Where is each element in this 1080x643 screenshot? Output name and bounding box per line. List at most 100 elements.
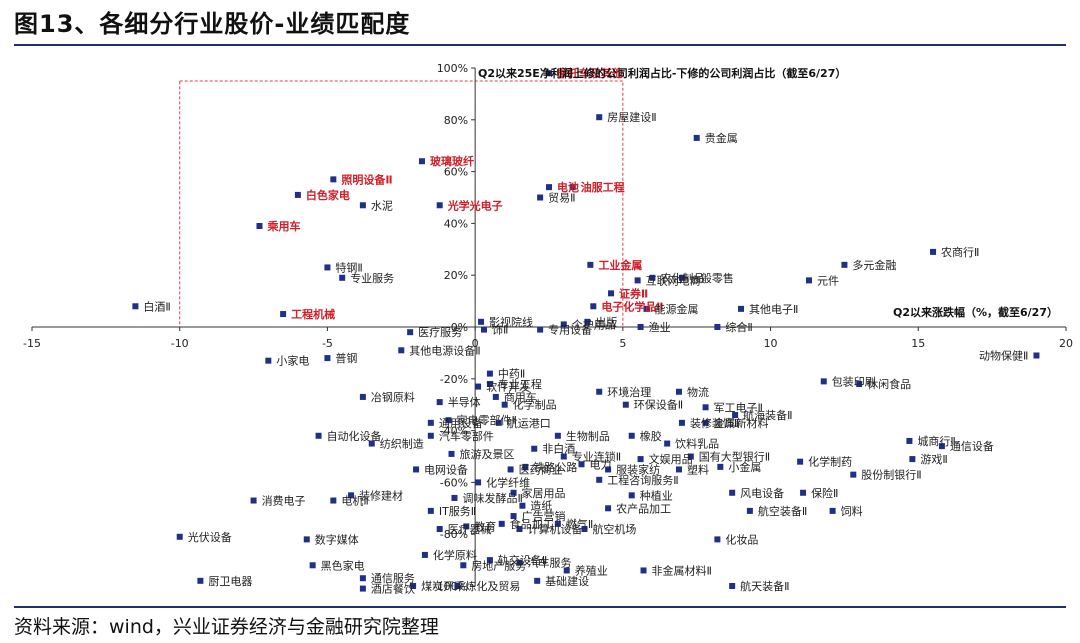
data-point (359, 585, 366, 592)
data-label: 专业工程 (498, 377, 542, 391)
data-label: 保险Ⅱ (811, 486, 838, 500)
data-label: 饮料乳品 (675, 437, 719, 451)
page-title: 图13、各细分行业股价-业绩匹配度 (14, 10, 411, 38)
data-point (478, 318, 485, 325)
data-label: 广告营销 (522, 509, 566, 523)
data-point (906, 437, 913, 444)
x-tick-label: -10 (171, 337, 189, 350)
data-point-layer (132, 70, 1040, 592)
data-label: 航空机场 (592, 522, 636, 536)
data-label: 渔业 (649, 321, 671, 334)
data-label: 股份制银行Ⅱ (861, 468, 921, 482)
data-point (746, 507, 753, 514)
data-label: 化学制药 (808, 455, 852, 469)
data-point (634, 277, 641, 284)
data-point (368, 440, 375, 447)
data-label-highlight: 光学光电子 (447, 198, 503, 212)
data-point (675, 466, 682, 473)
data-label: 橡胶 (640, 429, 662, 443)
data-label: 数字媒体 (315, 532, 359, 546)
data-label: 商用车 (504, 390, 537, 404)
data-label: 通用设备 (439, 416, 483, 430)
data-label: 金属新材料 (714, 416, 769, 430)
data-point (475, 479, 482, 486)
data-point (330, 497, 337, 504)
data-label: 医疗服务 (418, 325, 462, 339)
data-label: 农商行Ⅱ (941, 245, 979, 259)
data-label-highlight: 白色家电 (306, 188, 350, 202)
data-point (324, 355, 331, 362)
data-point (448, 450, 455, 457)
y-tick-label: -80% (440, 528, 468, 541)
data-label: 燃气Ⅱ (566, 517, 593, 531)
data-point (445, 417, 452, 424)
data-point (265, 357, 272, 364)
data-label: 贸易Ⅱ (548, 192, 575, 205)
data-point (938, 443, 945, 450)
data-point (608, 290, 615, 297)
data-label: 电力 (589, 458, 611, 471)
data-point (649, 274, 656, 281)
data-label: 种植业 (640, 488, 673, 502)
data-point (664, 440, 671, 447)
data-label: 城商行Ⅱ (917, 434, 955, 448)
data-point (407, 329, 414, 336)
data-point (537, 326, 544, 333)
data-label: 纺织制造 (380, 437, 424, 451)
data-point (1033, 352, 1040, 359)
data-label: 个护用品 (572, 317, 616, 331)
x-tick-label: 20 (1059, 337, 1073, 350)
data-point (522, 463, 529, 470)
data-label: 养殖业 (575, 563, 608, 577)
data-point (475, 383, 482, 390)
data-point (427, 419, 434, 426)
y-tick-label: 20% (444, 269, 468, 282)
data-label: 调味发酵品Ⅱ (462, 491, 522, 505)
data-point (605, 505, 612, 512)
data-label: 综合Ⅱ (725, 320, 752, 334)
data-label: 厨卫电器 (208, 575, 252, 588)
data-label: 电机Ⅱ (341, 494, 368, 508)
data-label: 元件 (817, 274, 839, 287)
data-label-highlight: 油服工程 (581, 180, 625, 194)
data-point (805, 277, 812, 284)
data-label: 出版 (595, 315, 617, 329)
data-point (531, 445, 538, 452)
data-point (693, 134, 700, 141)
data-point (330, 176, 337, 183)
source-note: 资料来源：wind，兴业证券经济与金融研究院整理 (14, 616, 439, 638)
y-tick-label: 0% (451, 321, 468, 334)
data-label: 医疗器械 (448, 522, 492, 536)
data-point (554, 520, 561, 527)
data-point (628, 492, 635, 499)
data-point (516, 526, 523, 533)
data-point (637, 456, 644, 463)
data-label: 军工电子Ⅱ (714, 401, 763, 414)
data-point (729, 489, 736, 496)
data-label: 通信设备 (950, 439, 994, 453)
data-label: 食品加工 (510, 517, 554, 531)
data-point (563, 567, 570, 574)
data-point (714, 324, 721, 330)
data-point (729, 583, 736, 589)
data-label: 风电设备 (740, 486, 784, 500)
data-label: 专业连锁Ⅱ (572, 450, 621, 464)
data-point (675, 388, 682, 395)
data-label: 服装家纺 (616, 462, 660, 476)
data-point (546, 184, 552, 191)
data-label-highlight: 证券Ⅱ (619, 286, 648, 300)
y-tick-label: 80% (444, 114, 468, 127)
data-label: 软件开发 (486, 380, 530, 394)
data-label: 旅游及景区 (460, 447, 515, 461)
data-point (678, 274, 685, 281)
data-point (829, 507, 836, 514)
data-label: 家居用品 (522, 486, 566, 500)
data-label: 化学纤维 (486, 475, 530, 489)
data-point (451, 494, 458, 501)
data-point (315, 432, 322, 439)
data-label-highlight: 乘用车 (266, 219, 300, 233)
data-label: 房地产服务 (471, 558, 526, 572)
data-point (436, 399, 443, 406)
data-point (359, 575, 366, 582)
